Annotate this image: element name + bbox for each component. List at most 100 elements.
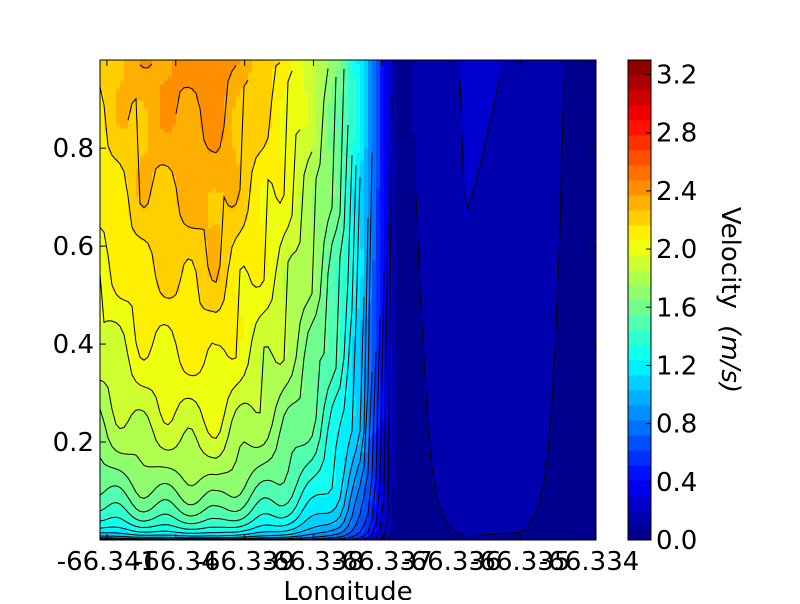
- contour-cell: [260, 232, 265, 237]
- contour-cell: [164, 136, 169, 141]
- contour-cell: [184, 64, 189, 69]
- contour-cell: [176, 120, 181, 125]
- contour-cell: [228, 64, 233, 69]
- contour-cell: [136, 520, 141, 525]
- contour-cell: [108, 228, 113, 233]
- contour-cell: [208, 260, 213, 265]
- contour-cell: [136, 380, 141, 385]
- contour-cell: [148, 460, 153, 465]
- contour-cell: [224, 460, 229, 465]
- contour-cell: [168, 124, 173, 129]
- contour-cell: [224, 296, 229, 301]
- contour-cell: [228, 360, 233, 365]
- contour-cell: [220, 348, 225, 353]
- contour-cell: [124, 240, 129, 245]
- contour-cell: [176, 108, 181, 113]
- contour-cell: [240, 520, 245, 525]
- contour-cell: [136, 384, 141, 389]
- contour-cell: [172, 488, 177, 493]
- contour-cell: [196, 380, 201, 385]
- contour-cell: [100, 60, 105, 65]
- contour-cell: [108, 344, 113, 349]
- contour-cell: [256, 356, 261, 361]
- contour-cell: [184, 168, 189, 173]
- contour-cell: [176, 356, 181, 361]
- contour-cell: [216, 340, 221, 345]
- contour-cell: [260, 356, 265, 361]
- contour-cell: [252, 336, 257, 341]
- contour-cell: [124, 380, 129, 385]
- contour-cell: [100, 120, 105, 125]
- contour-cell: [164, 224, 169, 229]
- contour-cell: [224, 64, 229, 69]
- contour-cell: [188, 192, 193, 197]
- contour-cell: [104, 84, 109, 89]
- contour-cell: [176, 436, 181, 441]
- contour-cell: [104, 448, 109, 453]
- contour-cell: [240, 180, 245, 185]
- contour-cell: [248, 248, 253, 253]
- contour-cell: [200, 372, 205, 377]
- contour-cell: [144, 176, 149, 181]
- contour-cell: [180, 144, 185, 149]
- contour-cell: [128, 268, 133, 273]
- contour-cell: [236, 408, 241, 413]
- contour-cell: [204, 308, 209, 313]
- contour-cell: [100, 144, 105, 149]
- contour-cell: [196, 232, 201, 237]
- contour-cell: [152, 120, 157, 125]
- contour-cell: [220, 368, 225, 373]
- contour-cell: [144, 104, 149, 109]
- contour-cell: [252, 400, 257, 405]
- contour-cell: [264, 296, 269, 301]
- contour-cell: [204, 436, 209, 441]
- contour-cell: [228, 152, 233, 157]
- contour-cell: [180, 160, 185, 165]
- contour-cell: [152, 316, 157, 321]
- contour-cell: [104, 484, 109, 489]
- contour-cell: [168, 164, 173, 169]
- contour-cell: [252, 140, 257, 145]
- contour-cell: [156, 368, 161, 373]
- contour-cell: [228, 324, 233, 329]
- contour-cell: [128, 428, 133, 433]
- contour-cell: [236, 96, 241, 101]
- contour-cell: [256, 380, 261, 385]
- contour-cell: [184, 448, 189, 453]
- contour-cell: [140, 120, 145, 125]
- contour-cell: [160, 212, 165, 217]
- contour-cell: [140, 200, 145, 205]
- contour-cell: [264, 504, 269, 509]
- contour-cell: [100, 504, 105, 509]
- contour-cell: [120, 120, 125, 125]
- contour-cell: [236, 480, 241, 485]
- contour-cell: [248, 468, 253, 473]
- contour-cell: [108, 104, 113, 109]
- contour-cell: [204, 376, 209, 381]
- contour-cell: [256, 232, 261, 237]
- contour-cell: [132, 344, 137, 349]
- contour-cell: [164, 480, 169, 485]
- contour-cell: [128, 264, 133, 269]
- contour-cell: [184, 76, 189, 81]
- contour-cell: [168, 140, 173, 145]
- contour-cell: [192, 220, 197, 225]
- contour-cell: [252, 464, 257, 469]
- contour-cell: [120, 316, 125, 321]
- contour-cell: [172, 268, 177, 273]
- contour-cell: [236, 224, 241, 229]
- contour-cell: [164, 448, 169, 453]
- contour-cell: [152, 536, 157, 540]
- contour-cell: [104, 516, 109, 521]
- contour-cell: [200, 180, 205, 185]
- contour-cell: [136, 232, 141, 237]
- contour-cell: [232, 248, 237, 253]
- contour-cell: [216, 304, 221, 309]
- contour-cell: [156, 172, 161, 177]
- contour-cell: [120, 256, 125, 261]
- contour-cell: [160, 188, 165, 193]
- contour-cell: [204, 88, 209, 93]
- contour-cell: [248, 152, 253, 157]
- contour-cell: [140, 268, 145, 273]
- contour-cell: [168, 212, 173, 217]
